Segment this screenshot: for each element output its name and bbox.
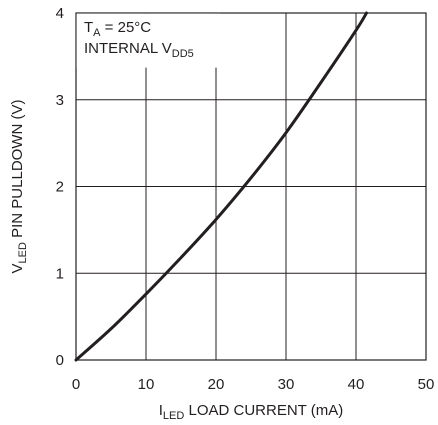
y-tick-label: 4 [56, 5, 64, 22]
y-tick-labels: 0 1 2 3 4 [56, 5, 64, 369]
series-line [74, 11, 368, 362]
x-tick-label: 30 [278, 376, 295, 393]
plot-frame [75, 12, 427, 361]
series-group [74, 11, 368, 362]
x-tick-label: 0 [72, 376, 80, 393]
x-tick-label: 50 [418, 376, 435, 393]
x-tick-label: 20 [208, 376, 225, 393]
y-axis-label: VLED PIN PULLDOWN (V) [9, 100, 29, 274]
y-tick-label: 2 [56, 179, 64, 196]
x-tick-labels: 0 10 20 30 40 50 [72, 376, 435, 393]
annotation-internal-supply: INTERNAL VDD5 [84, 40, 194, 60]
y-tick-label: 1 [56, 265, 64, 282]
annotation-temperature: TA = 25°C [84, 19, 151, 39]
y-tick-label: 3 [56, 92, 64, 109]
y-tick-label: 0 [56, 352, 64, 369]
x-tick-label: 10 [138, 376, 155, 393]
x-axis-label: ILED LOAD CURRENT (mA) [159, 402, 343, 422]
x-tick-label: 40 [348, 376, 365, 393]
annotation-box [76, 13, 221, 68]
